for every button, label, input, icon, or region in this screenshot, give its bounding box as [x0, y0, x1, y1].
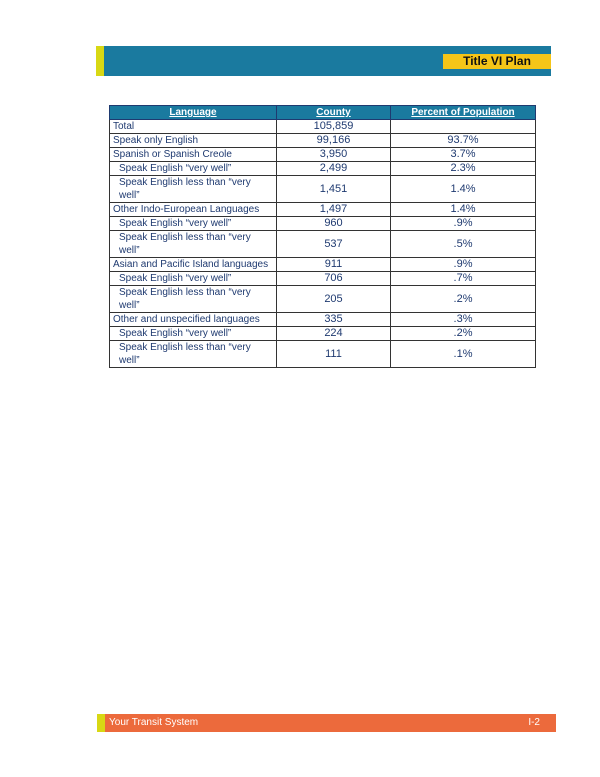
percent-cell — [390, 119, 536, 134]
footer-accent-stripe — [97, 714, 105, 732]
table-row: Speak English “very well” 2,499 2.3% — [109, 161, 536, 176]
county-cell: 960 — [276, 216, 391, 231]
language-cell: Speak English “very well” — [109, 326, 277, 341]
table-row: Spanish or Spanish Creole 3,950 3.7% — [109, 147, 536, 162]
county-cell: 99,166 — [276, 133, 391, 148]
percent-cell: .7% — [390, 271, 536, 286]
column-header-language: Language — [109, 105, 277, 120]
language-table: Language County Percent of Population To… — [109, 105, 536, 368]
language-cell: Spanish or Spanish Creole — [109, 147, 277, 162]
percent-cell: 1.4% — [390, 202, 536, 217]
county-cell: 335 — [276, 312, 391, 327]
county-cell: 706 — [276, 271, 391, 286]
table-row: Speak English less than “very well” 205.2… — [109, 285, 536, 313]
document-title: Title VI Plan — [443, 54, 551, 69]
language-cell: Speak English less than “very well” — [109, 175, 277, 203]
page-number: I-2 — [528, 717, 540, 728]
table-row: Speak English less than “very well” 111.1… — [109, 340, 536, 368]
county-cell: 105,859 — [276, 119, 391, 134]
county-cell: 911 — [276, 257, 391, 272]
table-row: Other Indo-European Languages 1,497 1.4% — [109, 202, 536, 217]
language-cell: Speak English “very well” — [109, 216, 277, 231]
table-row: Speak English “very well” 706.7% — [109, 271, 536, 286]
language-cell: Asian and Pacific Island languages — [109, 257, 277, 272]
column-header-county: County — [276, 105, 391, 120]
table-row: Speak English “very well” 224.2% — [109, 326, 536, 341]
table-row: Asian and Pacific Island languages 911.9% — [109, 257, 536, 272]
table-row: Speak English less than “very well” 537.5… — [109, 230, 536, 258]
table-row: Other and unspecified languages 335.3% — [109, 312, 536, 327]
language-cell: Other and unspecified languages — [109, 312, 277, 327]
percent-cell: 1.4% — [390, 175, 536, 203]
header-bar: Title VI Plan — [96, 46, 551, 76]
county-cell: 205 — [276, 285, 391, 313]
language-cell: Other Indo-European Languages — [109, 202, 277, 217]
percent-cell: .9% — [390, 216, 536, 231]
county-cell: 111 — [276, 340, 391, 368]
percent-cell: .3% — [390, 312, 536, 327]
percent-cell: .9% — [390, 257, 536, 272]
percent-cell: .2% — [390, 285, 536, 313]
language-cell: Speak only English — [109, 133, 277, 148]
footer-bar: Your Transit System I-2 — [97, 714, 556, 732]
language-cell: Speak English less than “very well” — [109, 285, 277, 313]
percent-cell: 93.7% — [390, 133, 536, 148]
table-row: Total 105,859 — [109, 119, 536, 134]
percent-cell: .1% — [390, 340, 536, 368]
language-cell: Speak English less than “very well” — [109, 340, 277, 368]
percent-cell: .5% — [390, 230, 536, 258]
language-cell: Speak English “very well” — [109, 161, 277, 176]
table-row: Speak English “very well” 960.9% — [109, 216, 536, 231]
percent-cell: 3.7% — [390, 147, 536, 162]
table-row: Speak only English 99,166 93.7% — [109, 133, 536, 148]
header-accent-stripe — [96, 46, 104, 76]
county-cell: 537 — [276, 230, 391, 258]
language-cell: Speak English “very well” — [109, 271, 277, 286]
table-row: Speak English less than “very well” 1,451… — [109, 175, 536, 203]
footer-organization: Your Transit System — [109, 717, 199, 728]
language-cell: Total — [109, 119, 277, 134]
percent-cell: .2% — [390, 326, 536, 341]
county-cell: 224 — [276, 326, 391, 341]
county-cell: 2,499 — [276, 161, 391, 176]
language-cell: Speak English less than “very well” — [109, 230, 277, 258]
column-header-percent: Percent of Population — [390, 105, 536, 120]
percent-cell: 2.3% — [390, 161, 536, 176]
county-cell: 1,497 — [276, 202, 391, 217]
county-cell: 3,950 — [276, 147, 391, 162]
county-cell: 1,451 — [276, 175, 391, 203]
